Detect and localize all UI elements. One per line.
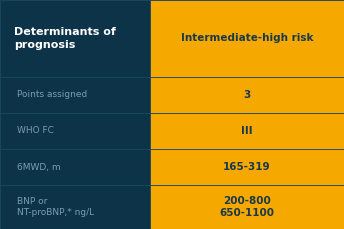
Text: 3: 3 bbox=[243, 90, 250, 100]
Text: Determinants of
prognosis: Determinants of prognosis bbox=[14, 27, 116, 49]
Bar bbox=[150, 77, 344, 113]
Bar bbox=[0, 77, 150, 113]
Text: BNP or
NT-proBNP,* ng/L: BNP or NT-proBNP,* ng/L bbox=[17, 197, 94, 217]
Text: Intermediate-high risk: Intermediate-high risk bbox=[181, 33, 313, 43]
Bar bbox=[0, 185, 150, 229]
Bar bbox=[150, 0, 344, 77]
Text: 165-319: 165-319 bbox=[223, 162, 271, 172]
Text: 200-800
650-1100: 200-800 650-1100 bbox=[219, 196, 274, 218]
Bar bbox=[150, 149, 344, 185]
Bar bbox=[0, 113, 150, 149]
Text: WHO FC: WHO FC bbox=[17, 126, 54, 136]
Text: Points assigned: Points assigned bbox=[17, 90, 87, 99]
Bar bbox=[0, 149, 150, 185]
Text: 6MWD, m: 6MWD, m bbox=[17, 163, 61, 172]
Bar bbox=[0, 0, 150, 77]
Bar bbox=[150, 185, 344, 229]
Bar bbox=[150, 113, 344, 149]
Text: III: III bbox=[241, 126, 252, 136]
